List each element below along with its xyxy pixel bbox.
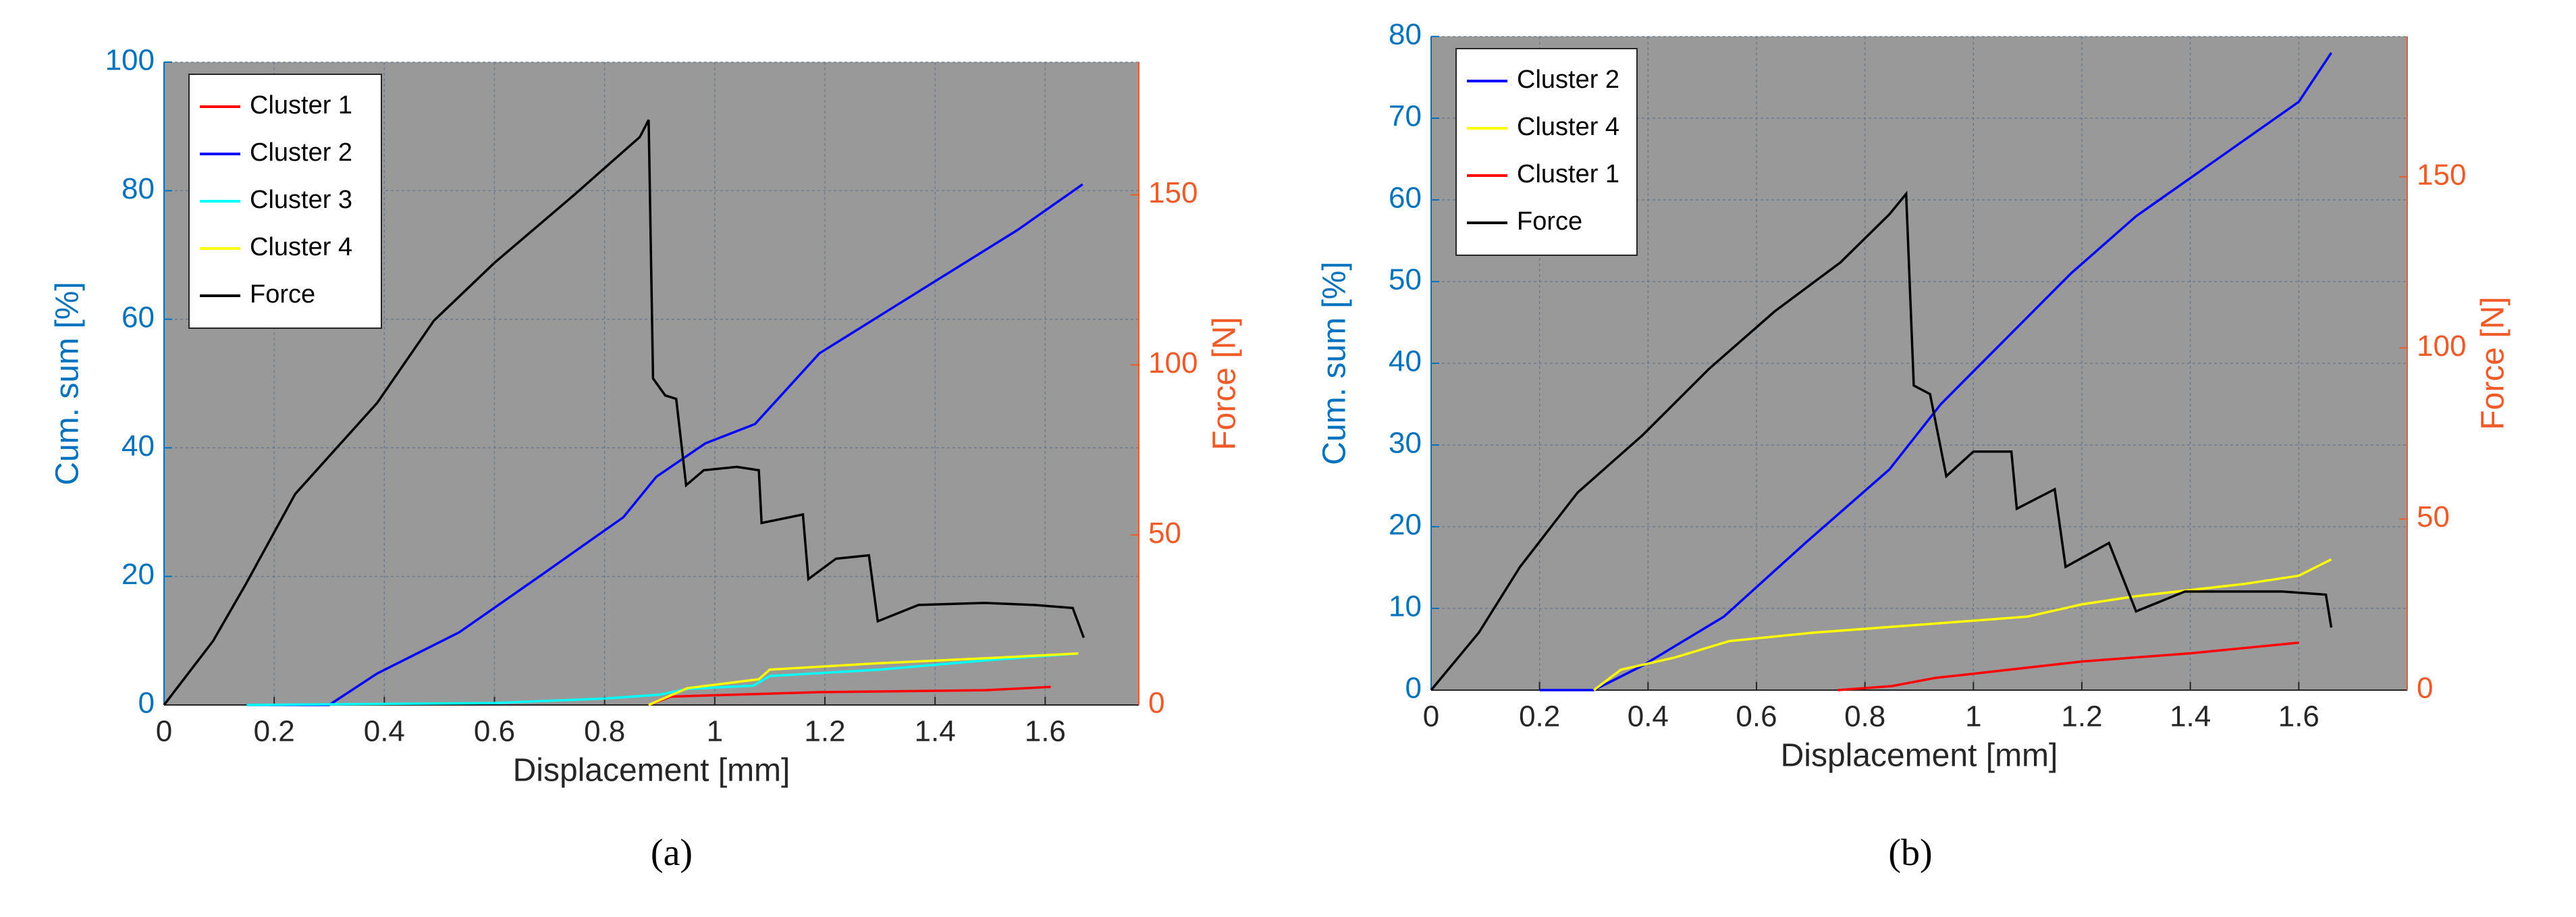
series-line: [1592, 558, 2332, 691]
y2-tick-label: 150: [1148, 176, 1198, 209]
y-tick-label: 70: [1389, 100, 1422, 133]
x-axis-label: Displacement [mm]: [1781, 738, 2058, 774]
y-tick-label: 30: [1389, 427, 1422, 460]
legend-label: Cluster 2: [250, 138, 352, 167]
legend-label: Cluster 4: [250, 233, 352, 261]
x-tick-label: 0.8: [1844, 700, 1885, 733]
y-tick-label: 0: [1405, 672, 1422, 705]
legend-label: Force: [1517, 207, 1582, 236]
y-tick-label: 20: [1389, 508, 1422, 542]
x-tick-label: 1.4: [2170, 700, 2211, 733]
x-tick-label: 0.4: [364, 715, 405, 748]
y-tick-label: 80: [1389, 18, 1422, 51]
x-tick-label: 0.2: [1519, 700, 1560, 733]
y2-tick-label: 0: [1148, 687, 1164, 720]
legend-label: Force: [250, 280, 315, 309]
series-line: [1837, 641, 2299, 691]
x-tick-label: 0: [156, 715, 172, 748]
x-tick-label: 1: [1965, 700, 1981, 733]
y-tick-label: 40: [1389, 345, 1422, 378]
series-line: [648, 652, 1079, 706]
x-tick-label: 0.4: [1628, 700, 1669, 733]
series-line: [246, 652, 1079, 706]
y2-tick-label: 150: [2417, 158, 2466, 191]
caption: (b): [1888, 832, 1932, 874]
y-axis-label: Cum. sum [%]: [1317, 261, 1353, 465]
y-tick-label: 60: [122, 300, 155, 334]
y2-tick-label: 100: [1148, 346, 1198, 379]
legend-label: Cluster 4: [1517, 113, 1619, 141]
x-tick-label: 0.2: [254, 715, 295, 748]
x-tick-label: 1.2: [2061, 700, 2102, 733]
y2-tick-label: 0: [2417, 672, 2433, 705]
x-tick-label: 1.2: [804, 715, 845, 748]
legend-label: Cluster 1: [1517, 160, 1619, 188]
x-tick-label: 0.6: [474, 715, 515, 748]
legend-box: [1455, 48, 1638, 256]
x-axis-label: Displacement [mm]: [513, 753, 790, 789]
y2-axis-label: Force [N]: [1207, 317, 1243, 450]
series-line: [1430, 190, 2333, 691]
x-tick-label: 0.6: [1736, 700, 1777, 733]
x-tick-label: 1: [707, 715, 723, 748]
y-tick-label: 0: [138, 687, 155, 720]
y-tick-label: 20: [122, 558, 155, 591]
caption: (a): [651, 832, 693, 874]
x-tick-label: 0: [1423, 700, 1439, 733]
y-tick-label: 40: [122, 429, 155, 463]
x-tick-label: 1.4: [915, 715, 956, 748]
x-tick-label: 1.6: [2278, 700, 2319, 733]
legend-label: Cluster 3: [250, 186, 352, 214]
x-tick-label: 0.8: [584, 715, 625, 748]
y-tick-label: 100: [105, 44, 155, 77]
y2-tick-label: 50: [1148, 517, 1181, 550]
legend-label: Cluster 1: [250, 91, 352, 120]
y-tick-label: 10: [1389, 590, 1422, 623]
y-tick-label: 50: [1389, 263, 1422, 296]
y-axis-label: Cum. sum [%]: [50, 282, 86, 485]
y2-tick-label: 50: [2417, 500, 2450, 533]
y2-tick-label: 100: [2417, 330, 2466, 363]
y2-axis-label: Force [N]: [2475, 296, 2511, 429]
x-tick-label: 1.6: [1025, 715, 1066, 748]
series-line: [163, 119, 1085, 706]
y-tick-label: 80: [122, 172, 155, 205]
y-tick-label: 60: [1389, 182, 1422, 215]
legend-label: Cluster 2: [1517, 66, 1619, 94]
series-line: [246, 183, 1083, 706]
